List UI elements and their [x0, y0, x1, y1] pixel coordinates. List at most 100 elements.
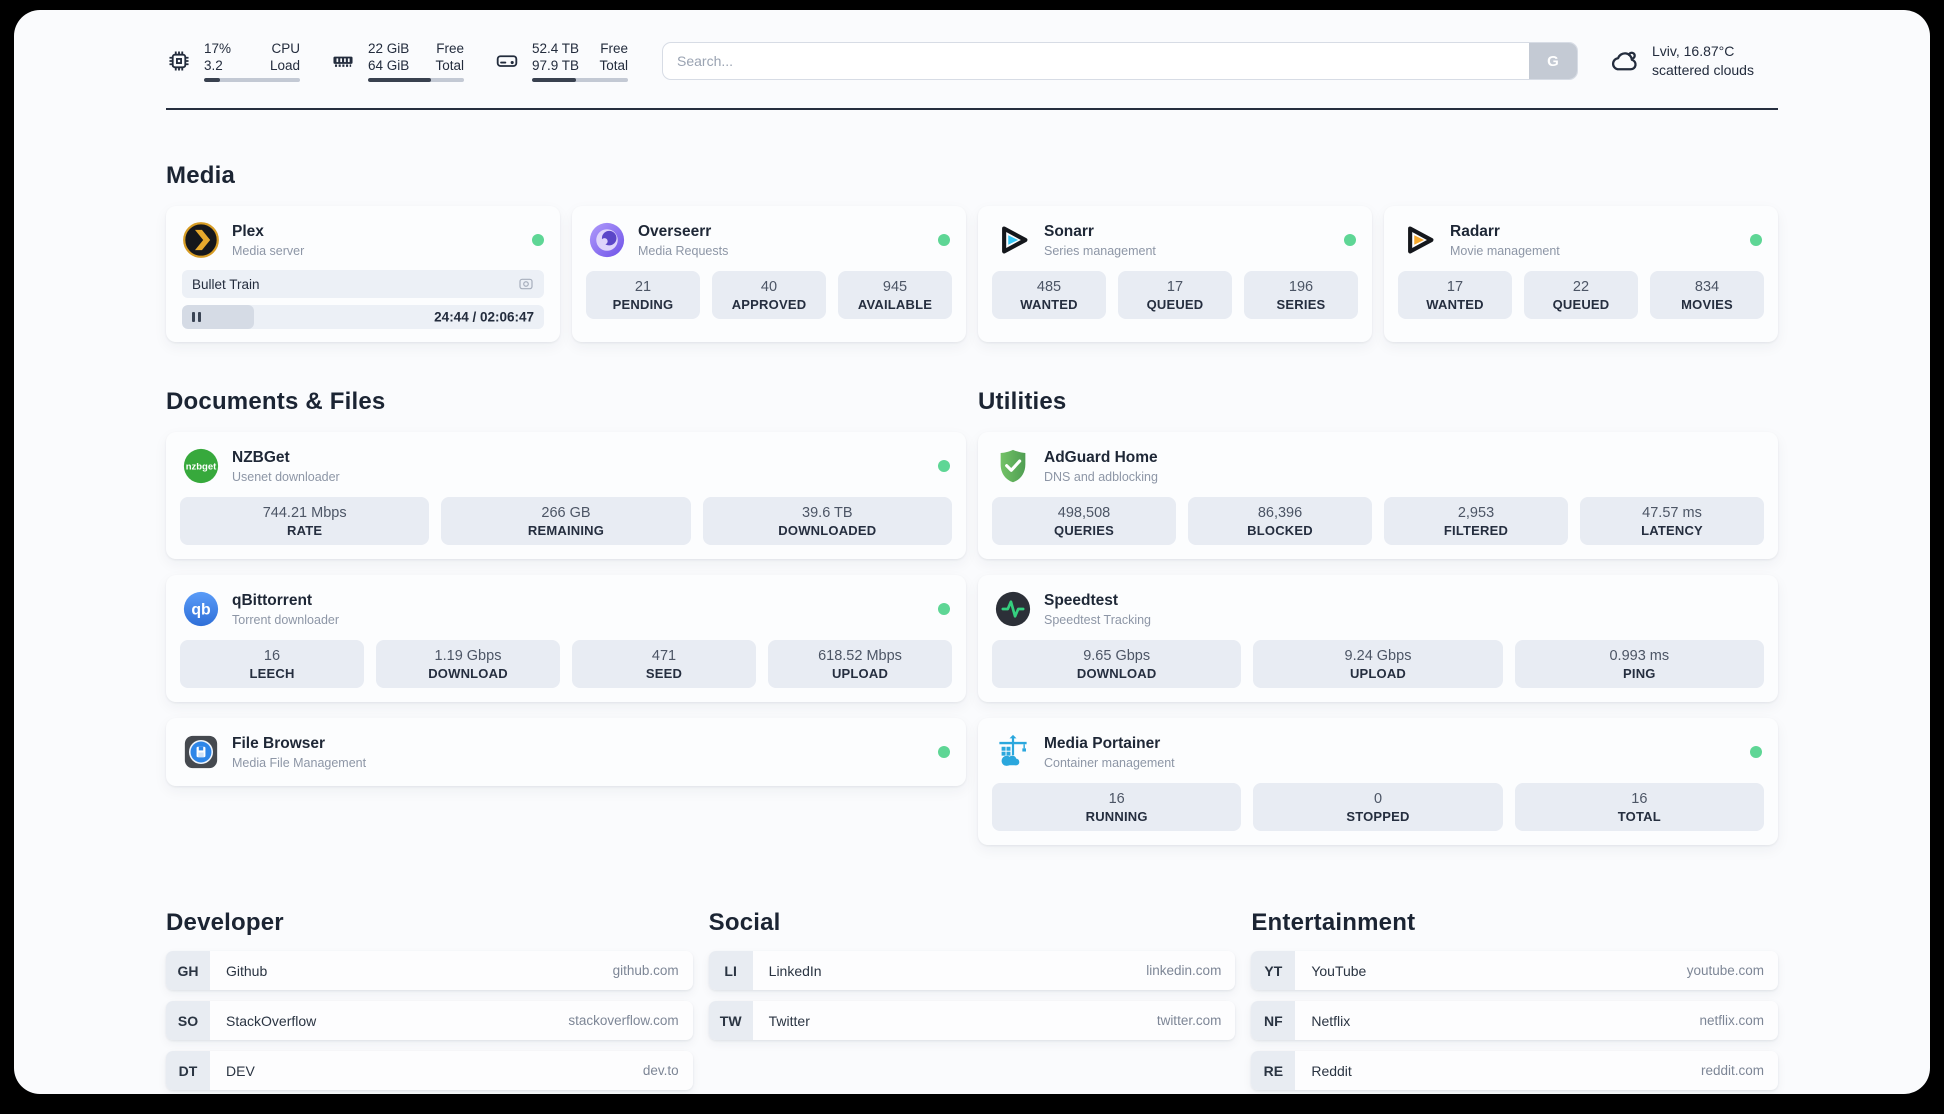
ram-progress-track	[368, 78, 464, 82]
app-description: Media server	[232, 243, 305, 258]
stat-total: 16 TOTAL	[1514, 783, 1764, 831]
weather-condition: scattered clouds	[1652, 62, 1754, 78]
stat-label: RUNNING	[1085, 808, 1148, 824]
app-name: Plex	[232, 222, 264, 240]
status-online-dot	[938, 460, 950, 472]
search-engine-button[interactable]: G	[1529, 43, 1577, 79]
stat-value: 618.52 Mbps	[818, 647, 902, 664]
portainer-icon	[994, 733, 1032, 771]
stat-running: 16 RUNNING	[992, 783, 1242, 831]
bookmark-netflix[interactable]: NF Netflix netflix.com	[1251, 1001, 1778, 1040]
app-card-sonarr[interactable]: Sonarr Series management 485 WANTED 17 Q…	[978, 206, 1372, 342]
stat-value: 9.24 Gbps	[1344, 647, 1412, 664]
bookmark-youtube[interactable]: YT YouTube youtube.com	[1251, 951, 1778, 990]
ram-label-1: Free	[436, 41, 464, 56]
search-input[interactable]	[662, 42, 1578, 80]
bookmark-url: youtube.com	[1686, 963, 1764, 978]
bookmark-abbr: LI	[708, 951, 753, 990]
stat-value: 196	[1288, 278, 1314, 295]
bookmark-name: DEV	[226, 1062, 255, 1079]
stat-queries: 498,508 QUERIES	[992, 497, 1176, 545]
stat-value: 498,508	[1057, 504, 1111, 521]
stat-seed: 471 SEED	[572, 640, 756, 688]
status-online-dot	[938, 746, 950, 758]
stat-label: PING	[1623, 665, 1656, 681]
stat-label: TOTAL	[1617, 808, 1661, 824]
cloud-icon	[1611, 51, 1637, 71]
stat-series: 196 SERIES	[1244, 271, 1358, 319]
bookmark-github[interactable]: GH Github github.com	[166, 951, 693, 990]
bookmark-dev[interactable]: DT DEV dev.to	[166, 1051, 693, 1090]
stat-label: DOWNLOAD	[428, 665, 508, 681]
stat-value: 47.57 ms	[1642, 504, 1702, 521]
stat-value: 1.19 Gbps	[434, 647, 502, 664]
app-card-plex[interactable]: Plex Media server Bullet Train	[166, 206, 560, 342]
stat-value: 22	[1572, 278, 1590, 295]
playback-progress-bar[interactable]: 24:44 / 02:06:47	[182, 305, 544, 329]
pause-icon[interactable]	[192, 312, 201, 322]
app-card-speedtest[interactable]: Speedtest Speedtest Tracking 9.65 Gbps D…	[978, 575, 1778, 702]
app-name: File Browser	[232, 734, 326, 752]
section-title-social: Social	[708, 909, 781, 936]
disk-label-2: Total	[599, 58, 628, 73]
app-card-overseerr[interactable]: Overseerr Media Requests 21 PENDING 40 A…	[572, 206, 966, 342]
app-card-qbittorrent[interactable]: qb qBittorrent Torrent downloader	[166, 575, 966, 702]
section-title-entertainment: Entertainment	[1251, 909, 1416, 936]
ram-total-value: 64 GiB	[368, 58, 410, 73]
stat-value: 485	[1036, 278, 1062, 295]
stat-value: 16	[1631, 790, 1648, 807]
cpu-label-1: CPU	[271, 41, 300, 56]
stat-label: QUEUED	[1552, 296, 1610, 312]
stat-queued: 17 QUEUED	[1118, 271, 1232, 319]
bookmark-stackoverflow[interactable]: SO StackOverflow stackoverflow.com	[166, 1001, 693, 1040]
app-card-portainer[interactable]: Media Portainer Container management 16 …	[978, 718, 1778, 845]
app-card-adguard[interactable]: AdGuard Home DNS and adblocking 498,508 …	[978, 432, 1778, 559]
status-online-dot	[532, 234, 544, 246]
bookmark-abbr: NF	[1251, 1001, 1296, 1040]
app-card-nzbget[interactable]: nzbget NZBGet Usenet downloader 74	[166, 432, 966, 559]
cpu-load-value: 3.2	[204, 58, 223, 73]
stat-upload: 9.24 Gbps UPLOAD	[1253, 640, 1503, 688]
disk-progress-track	[532, 78, 628, 82]
bookmark-name: Twitter	[768, 1012, 810, 1029]
disk-free-value: 52.4 TB	[532, 41, 580, 56]
stat-latency: 47.57 ms LATENCY	[1580, 497, 1764, 545]
stat-value: 9.65 Gbps	[1083, 647, 1151, 664]
stat-label: DOWNLOADED	[778, 522, 877, 538]
now-playing-row[interactable]: Bullet Train	[182, 270, 544, 298]
status-online-dot	[1750, 234, 1762, 246]
bookmark-url: reddit.com	[1700, 1063, 1764, 1078]
bookmark-reddit[interactable]: RE Reddit reddit.com	[1251, 1051, 1778, 1090]
bookmark-twitter[interactable]: TW Twitter twitter.com	[708, 1001, 1236, 1040]
sonarr-icon	[994, 221, 1032, 259]
app-description: DNS and adblocking	[1044, 469, 1158, 484]
cpu-progress-fill	[204, 78, 221, 82]
app-card-radarr[interactable]: Radarr Movie management 17 WANTED 22 QUE…	[1384, 206, 1778, 342]
section-title-developer: Developer	[166, 909, 284, 936]
stat-pending: 21 PENDING	[586, 271, 700, 319]
app-name: NZBGet	[232, 448, 290, 466]
svg-text:nzbget: nzbget	[186, 461, 217, 472]
stat-value: 945	[882, 278, 908, 295]
filebrowser-icon	[182, 733, 220, 771]
bookmark-name: YouTube	[1311, 962, 1367, 979]
stat-value: 39.6 TB	[802, 504, 853, 521]
plex-icon	[182, 221, 220, 259]
app-name: qBittorrent	[232, 591, 313, 609]
bookmark-linkedin[interactable]: LI LinkedIn linkedin.com	[708, 951, 1236, 990]
stat-value: 21	[634, 278, 652, 295]
bookmark-url: twitter.com	[1156, 1013, 1222, 1028]
app-card-filebrowser[interactable]: File Browser Media File Management	[166, 718, 966, 786]
stat-downloaded: 39.6 TB DOWNLOADED	[702, 497, 952, 545]
stat-leech: 16 LEECH	[180, 640, 364, 688]
disk-progress-fill	[532, 78, 577, 82]
svg-text:qb: qb	[191, 602, 211, 619]
disk-total-value: 97.9 TB	[532, 58, 580, 73]
bookmark-abbr: GH	[166, 951, 210, 990]
playback-time: 24:44 / 02:06:47	[434, 309, 534, 325]
search-bar: G	[662, 42, 1578, 80]
stat-label: UPLOAD	[1349, 665, 1407, 681]
app-name: Overseerr	[638, 222, 712, 240]
stat-value: 16	[263, 647, 281, 664]
bookmark-url: netflix.com	[1699, 1013, 1764, 1028]
